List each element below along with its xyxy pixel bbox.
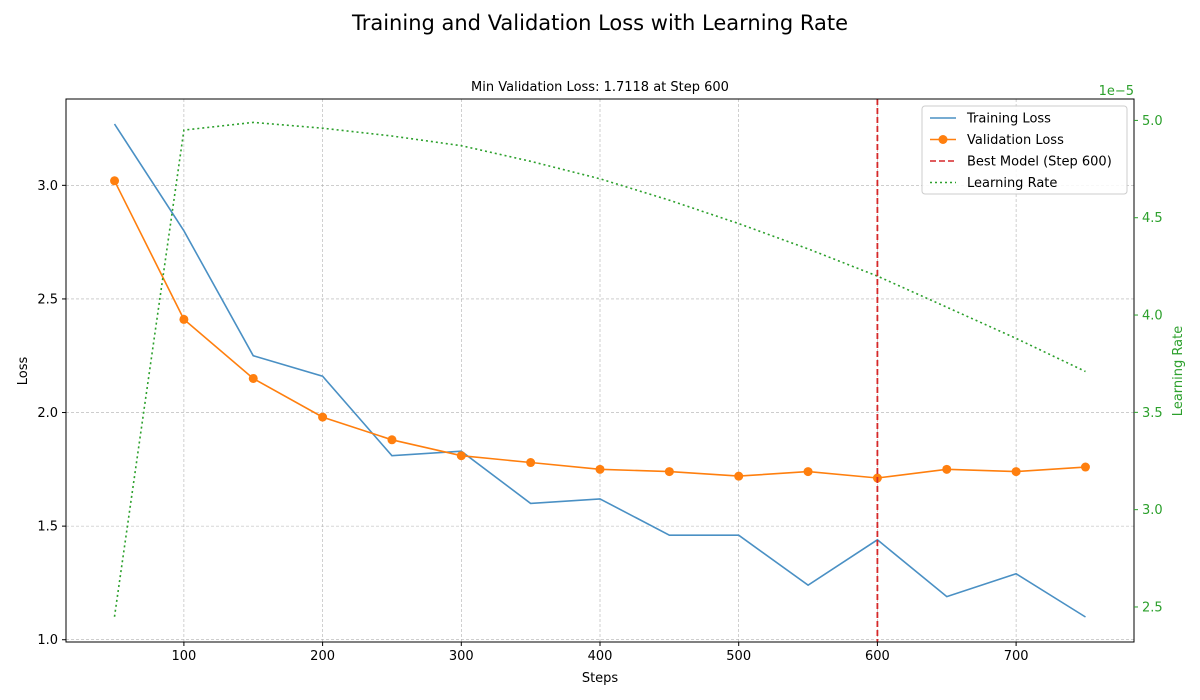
legend-label-training-loss: Training Loss (966, 112, 1051, 127)
y2-tick-label: 3.5 (1142, 406, 1163, 421)
y-tick-label: 3.0 (37, 179, 58, 194)
y2-tick-label: 5.0 (1142, 114, 1163, 129)
y-tick-label: 2.5 (37, 292, 58, 307)
x-tick-label: 700 (1004, 649, 1029, 664)
validation-loss-point (318, 412, 328, 422)
x-tick-label: 300 (449, 649, 474, 664)
y2-multiplier: 1e−5 (1099, 84, 1134, 99)
validation-loss-point (803, 467, 813, 477)
validation-loss-point (595, 464, 605, 474)
validation-loss-point (179, 314, 189, 324)
chart-subtitle: Min Validation Loss: 1.7118 at Step 600 (471, 80, 729, 95)
validation-loss-point (734, 471, 744, 481)
y-axis-label: Loss (16, 357, 31, 386)
y2-tick-label: 4.0 (1142, 309, 1163, 324)
validation-loss-point (526, 458, 536, 468)
legend-label-learning-rate: Learning Rate (967, 176, 1057, 191)
legend-marker-validation-loss (938, 135, 948, 144)
validation-loss-point (387, 435, 397, 445)
validation-loss-point (248, 373, 258, 383)
legend: Training Loss Validation Loss Best Model (… (921, 105, 1128, 195)
x-tick-label: 100 (171, 649, 196, 664)
y-tick-label: 1.5 (37, 520, 58, 535)
validation-loss-point (1080, 462, 1090, 472)
x-tick-label: 400 (588, 649, 613, 664)
y2-tick-label: 3.0 (1142, 503, 1163, 518)
legend-label-validation-loss: Validation Loss (967, 133, 1064, 148)
legend-label-best-model: Best Model (Step 600) (967, 155, 1112, 170)
x-tick-label: 600 (865, 649, 890, 664)
y2-tick-label: 4.5 (1142, 211, 1163, 226)
training-loss-line (113, 123, 1086, 618)
x-tick-label: 500 (726, 649, 751, 664)
y-tick-label: 2.0 (37, 406, 58, 421)
legend-box (921, 105, 1128, 195)
y2-axis-label: Learning Rate (1171, 326, 1186, 416)
validation-loss-point (110, 176, 120, 186)
validation-loss-point (1011, 467, 1021, 477)
y-tick-label: 1.0 (37, 633, 58, 648)
x-tick-label: 200 (310, 649, 335, 664)
series-layer (110, 99, 1090, 642)
validation-loss-point (456, 451, 466, 461)
validation-loss-point (942, 464, 952, 474)
chart-title: Training and Validation Loss with Learni… (351, 11, 848, 35)
validation-loss-point (664, 467, 674, 477)
axes: 100 200 300 400 500 600 700 1.0 1.5 2.0 2.5 3.0 2.5 3… (37, 114, 1162, 664)
y2-tick-label: 2.5 (1142, 600, 1163, 615)
x-axis-label: Steps (582, 671, 619, 686)
